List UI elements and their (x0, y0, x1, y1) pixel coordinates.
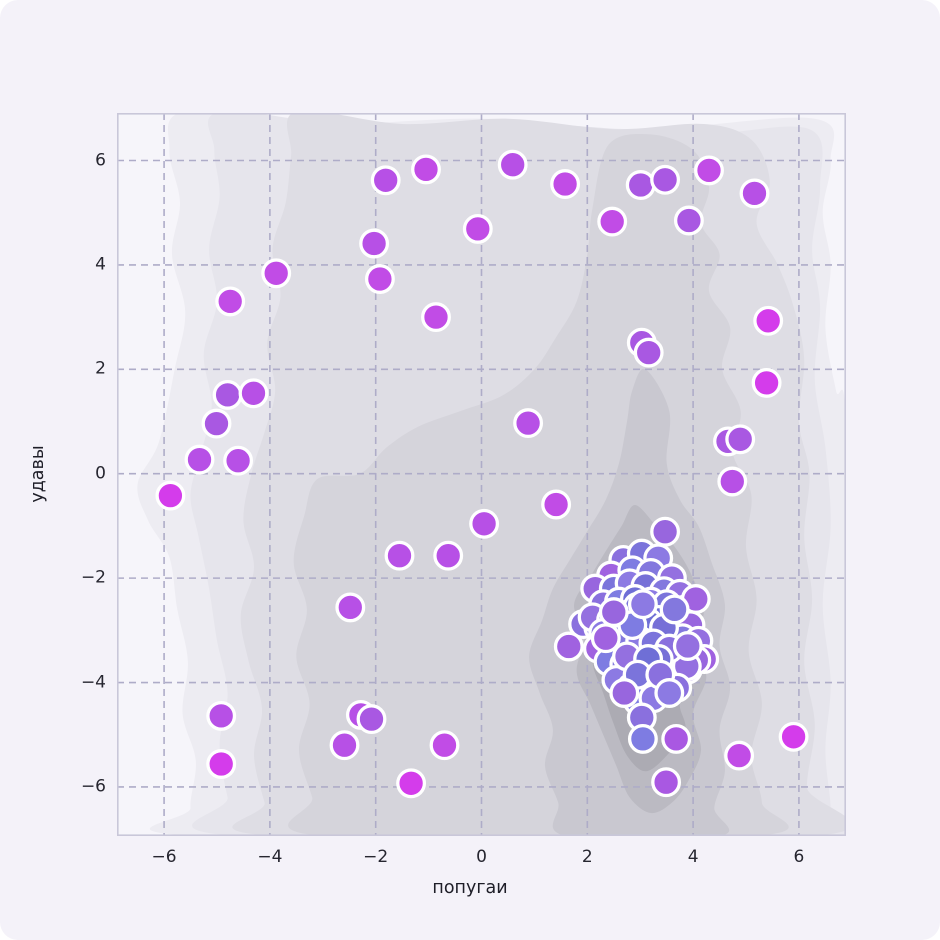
data-point (335, 592, 366, 623)
data-point (597, 206, 628, 237)
x-tick-label: 0 (476, 847, 487, 867)
cluster-point (654, 678, 685, 708)
data-point (651, 767, 682, 798)
data-point (359, 228, 390, 259)
y-axis-label: удавы (28, 445, 48, 503)
data-point (778, 721, 809, 752)
data-point (155, 480, 186, 511)
x-tick-label: −6 (151, 847, 177, 867)
data-point (541, 489, 572, 520)
y-tick-label: −4 (80, 672, 106, 693)
data-point (469, 508, 500, 539)
axes-spine (117, 113, 846, 836)
data-point (238, 378, 269, 409)
data-point (650, 164, 681, 195)
cluster-point (627, 589, 658, 620)
cluster-point (609, 678, 640, 708)
data-point (725, 424, 756, 455)
cluster-point (590, 623, 621, 654)
data-point (739, 178, 770, 209)
data-point (184, 444, 215, 475)
x-tick-label: 6 (793, 847, 805, 867)
data-point (421, 302, 451, 333)
data-point (497, 149, 528, 180)
data-point (201, 408, 232, 439)
data-point (429, 730, 460, 761)
y-tick-label: −6 (80, 776, 106, 797)
data-point (223, 445, 254, 476)
data-point (673, 205, 704, 236)
data-point (384, 540, 415, 571)
data-point (462, 213, 493, 244)
cluster-point (659, 594, 690, 625)
x-tick-label: −4 (257, 847, 283, 867)
data-point (513, 408, 544, 439)
cluster-point (627, 723, 658, 754)
cluster-point (672, 631, 703, 661)
data-point (625, 170, 656, 200)
x-tick-label: −2 (363, 847, 389, 867)
data-point (717, 466, 748, 497)
data-point (261, 258, 292, 289)
data-point (433, 540, 464, 571)
data-point (364, 264, 395, 294)
cluster-point (650, 516, 681, 547)
data-point (751, 367, 782, 398)
data-point (396, 768, 427, 799)
data-point (212, 379, 243, 410)
x-tick-label: 4 (687, 847, 699, 867)
data-point (356, 704, 387, 735)
y-tick-label: 4 (95, 254, 106, 275)
data-point (215, 286, 246, 317)
data-point (329, 730, 360, 761)
x-tick-label: 2 (581, 847, 593, 867)
data-point (550, 169, 581, 199)
data-point (753, 305, 784, 336)
y-tick-label: 0 (95, 463, 106, 484)
data-point (411, 154, 441, 185)
data-point (633, 337, 664, 368)
y-tick-label: 6 (95, 150, 106, 170)
y-tick-label: 2 (95, 358, 106, 379)
scatter-plot-canvas (117, 113, 846, 836)
data-point (724, 740, 755, 771)
plot-area (117, 113, 846, 836)
y-tick-label: −2 (80, 567, 106, 588)
data-point (206, 749, 237, 779)
cluster-point (553, 631, 584, 662)
x-axis-label: попугаи (432, 878, 508, 898)
data-point (694, 155, 724, 186)
data-point (206, 700, 237, 731)
data-point (370, 165, 401, 196)
data-point (661, 723, 692, 754)
cluster-point (598, 597, 629, 628)
